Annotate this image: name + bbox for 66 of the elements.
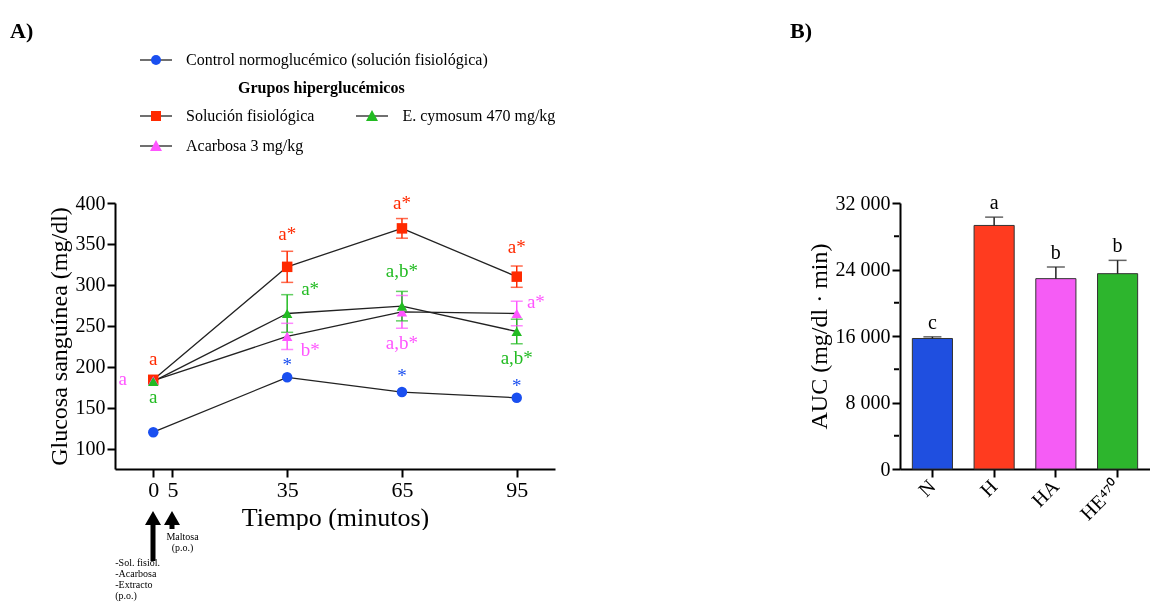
- point: [148, 426, 159, 438]
- point: [511, 392, 522, 404]
- annotation: *: [282, 353, 292, 375]
- bar: [1097, 273, 1139, 470]
- point: [281, 261, 293, 273]
- y-tick-label: 200: [75, 355, 106, 378]
- annotation: b*: [300, 338, 320, 360]
- point: [396, 301, 408, 311]
- annotation: c: [927, 310, 937, 333]
- annotation: a: [989, 191, 999, 214]
- annotation: b: [1112, 234, 1123, 257]
- y-tick-label: 32 000: [835, 191, 891, 214]
- bar: [973, 224, 1015, 470]
- annotation: a: [149, 386, 159, 408]
- y-tick-label: 0: [880, 457, 891, 480]
- y-tick-label: 100: [75, 437, 106, 460]
- legend-label: Acarbosa 3 mg/kg: [186, 137, 304, 155]
- x-tick-label: N: [913, 475, 940, 501]
- y-axis-title: AUC (mg/dl · min): [805, 243, 832, 430]
- point: [281, 331, 293, 341]
- y-tick-label: 400: [75, 191, 106, 214]
- y-tick-label: 8 000: [845, 391, 891, 413]
- legend-label: Solución fisiológica: [186, 107, 315, 125]
- text: Maltosa (p.o.): [166, 531, 199, 553]
- annotation: a: [118, 367, 128, 389]
- annotation: a,b*: [385, 332, 419, 354]
- annotation: a*: [278, 222, 297, 244]
- annotation: a,b*: [385, 259, 419, 281]
- x-tick-label: 5: [167, 476, 179, 502]
- y-tick-label: 300: [75, 273, 106, 296]
- point: [396, 223, 408, 234]
- y-axis-title: Glucosa sanguínea (mg/dl): [45, 207, 72, 466]
- x-tick-label: H: [975, 475, 1002, 501]
- annotation: *: [511, 374, 522, 396]
- legend-label: E. cymosum 470 mg/kg: [402, 107, 556, 125]
- y-tick-label: 150: [75, 396, 106, 419]
- bar: [1035, 278, 1077, 470]
- point: [511, 326, 522, 337]
- bar: [911, 337, 953, 470]
- point: [511, 308, 522, 319]
- annotation: a*: [526, 290, 545, 312]
- y-tick-label: 350: [75, 232, 106, 255]
- chart-title: A): [10, 18, 34, 43]
- point: [281, 308, 293, 319]
- annotation: a: [149, 347, 159, 369]
- annotation: *: [397, 365, 407, 387]
- annotation: b: [1050, 241, 1061, 264]
- legend-title: Grupos hiperglucémicos: [237, 78, 406, 99]
- annotation: a*: [392, 191, 411, 213]
- annotation: a,b*: [500, 347, 533, 369]
- y-tick-label: 16 000: [835, 324, 891, 347]
- chart-title: B): [790, 18, 812, 43]
- x-tick-label: HA: [1026, 474, 1064, 511]
- x-tick-label: 95: [506, 476, 529, 502]
- point: [281, 372, 293, 383]
- annotation: a*: [507, 235, 526, 257]
- y-tick-label: 24 000: [835, 258, 891, 280]
- x-tick-label: 65: [391, 476, 414, 502]
- y-tick-label: 250: [75, 314, 106, 337]
- legend-label: Control normoglucémico (solución fisiológica): [186, 51, 488, 69]
- point: [396, 386, 408, 398]
- annotation: a*: [301, 277, 320, 299]
- x-tick-label: 35: [276, 476, 299, 502]
- x-tick-label: 0: [148, 476, 160, 502]
- text: -Sol. fisiol. -Acarbosa -Extracto (p.o.): [115, 557, 160, 601]
- point: [511, 271, 522, 282]
